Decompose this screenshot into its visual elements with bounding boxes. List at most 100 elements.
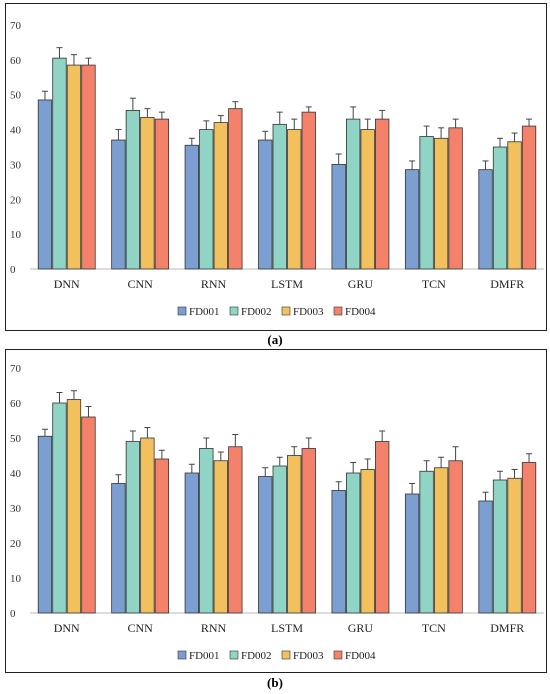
legend-label-fd003: FD003 <box>293 650 324 662</box>
x-tick-label: DNN <box>54 277 80 291</box>
bar-fd002-rnn <box>199 129 214 270</box>
y-tick-label: 60 <box>10 398 22 410</box>
bar-fd004-lstm <box>301 448 316 614</box>
x-tick-label: TCN <box>422 277 446 291</box>
bar-fd001-tcn <box>404 169 420 270</box>
bar-fd001-dnn <box>37 435 53 614</box>
y-tick-label: 40 <box>10 125 22 137</box>
bar-fd003-dnn <box>66 64 82 270</box>
bar-fd002-gru <box>346 472 361 614</box>
bar-fd004-dmfr <box>521 125 537 270</box>
legend-swatch-fd003 <box>281 650 291 660</box>
bar-fd001-tcn <box>404 493 420 614</box>
x-tick-label: TCN <box>422 621 446 635</box>
bar-fd003-tcn <box>433 137 449 270</box>
bar-fd002-rnn <box>199 448 214 614</box>
bar-fd003-cnn <box>140 116 155 270</box>
x-tick-label: DMFR <box>490 621 524 635</box>
bar-fd004-cnn <box>154 118 170 270</box>
legend-label-fd003: FD003 <box>293 306 324 318</box>
bar-fd002-lstm <box>272 123 287 270</box>
bar-fd001-dnn <box>37 99 53 270</box>
x-tick-label: RNN <box>201 621 227 635</box>
bar-fd003-lstm <box>287 129 302 270</box>
chart-panel-b: 0 10 20 30 40 50 60 70 DNN CNN RNN LSTM GRU TCN DMFR FD… <box>5 349 547 673</box>
chart-panel-a: 0 10 20 30 40 50 60 70 DNN CNN RNN LSTM GRU TCN DMFR FD… <box>5 3 547 331</box>
x-tick-label: GRU <box>348 277 374 291</box>
bar-fd001-gru <box>331 490 346 614</box>
bar-fd002-dnn <box>52 402 67 614</box>
bar-fd003-dnn <box>66 399 82 614</box>
x-tick-label: CNN <box>127 277 153 291</box>
y-tick-label: 40 <box>10 468 22 480</box>
legend-swatch-fd004 <box>333 650 343 660</box>
bar-fd004-dnn <box>81 416 96 614</box>
y-tick-label: 20 <box>10 538 22 550</box>
x-tick-label: LSTM <box>271 277 303 291</box>
bar-fd002-dmfr <box>492 146 508 270</box>
y-tick-label: 10 <box>10 229 22 241</box>
bar-fd002-cnn <box>125 441 141 614</box>
bar-fd001-rnn <box>184 472 199 614</box>
caption-a: (a) <box>267 332 283 347</box>
legend-label-fd001: FD001 <box>189 306 220 318</box>
bar-fd002-dmfr <box>492 479 508 614</box>
x-tick-label: DNN <box>54 621 80 635</box>
y-tick-label: 0 <box>10 608 16 620</box>
y-tick-label: 30 <box>10 159 22 171</box>
bar-fd004-rnn <box>228 446 243 614</box>
bar-fd001-cnn <box>111 483 126 614</box>
bar-fd004-dmfr <box>521 462 537 614</box>
bar-fd004-gru <box>375 441 390 614</box>
bar-fd003-dmfr <box>507 477 522 614</box>
legend-label-fd001: FD001 <box>189 650 220 662</box>
x-tick-label: RNN <box>201 277 227 291</box>
bar-fd001-dmfr <box>478 169 493 270</box>
bar-fd002-tcn <box>419 470 434 614</box>
bar-fd003-dmfr <box>507 141 522 270</box>
legend-label-fd004: FD004 <box>345 306 376 318</box>
x-tick-label: LSTM <box>271 621 303 635</box>
legend-label-fd002: FD002 <box>241 650 272 662</box>
legend-swatch-fd004 <box>333 306 343 316</box>
bar-fd001-gru <box>331 164 346 270</box>
x-tick-label: DMFR <box>490 277 524 291</box>
bar-fd001-lstm <box>258 139 273 270</box>
bar-fd001-lstm <box>258 476 273 614</box>
bar-fd002-lstm <box>272 465 287 614</box>
bar-fd001-rnn <box>184 144 199 270</box>
bar-chart-b: 0 10 20 30 40 50 60 70 DNN CNN RNN LSTM GRU TCN DMFR FD… <box>10 363 544 662</box>
bar-fd004-tcn <box>448 127 463 270</box>
legend-swatch-fd002 <box>229 306 239 316</box>
y-tick-label: 70 <box>10 20 22 32</box>
legend-swatch-fd002 <box>229 650 239 660</box>
y-tick-label: 0 <box>10 264 16 276</box>
caption-b: (b) <box>267 675 283 690</box>
bar-fd002-cnn <box>125 110 141 270</box>
legend-swatch-fd001 <box>177 306 187 316</box>
y-tick-label: 50 <box>10 90 22 102</box>
bar-fd001-dmfr <box>478 500 493 614</box>
legend-swatch-fd001 <box>177 650 187 660</box>
bar-fd003-lstm <box>287 455 302 614</box>
bar-fd003-cnn <box>140 437 155 614</box>
bar-fd002-tcn <box>419 136 434 270</box>
y-tick-label: 10 <box>10 573 22 585</box>
x-tick-label: GRU <box>348 621 374 635</box>
x-tick-label: CNN <box>127 621 153 635</box>
bar-fd001-cnn <box>111 139 126 270</box>
legend-label-fd002: FD002 <box>241 306 272 318</box>
bar-fd003-rnn <box>213 122 228 270</box>
bar-fd003-tcn <box>433 467 449 614</box>
bar-fd003-gru <box>360 469 375 614</box>
bar-fd004-cnn <box>154 458 170 614</box>
y-tick-label: 20 <box>10 194 22 206</box>
bar-fd004-rnn <box>228 108 243 270</box>
y-tick-label: 50 <box>10 433 22 445</box>
bar-chart-a: 0 10 20 30 40 50 60 70 DNN CNN RNN LSTM GRU TCN DMFR FD… <box>10 20 544 318</box>
bar-fd003-gru <box>360 129 375 270</box>
y-tick-label: 70 <box>10 363 22 375</box>
bar-fd004-tcn <box>448 460 463 614</box>
bar-fd004-dnn <box>81 64 96 270</box>
y-tick-label: 30 <box>10 503 22 515</box>
